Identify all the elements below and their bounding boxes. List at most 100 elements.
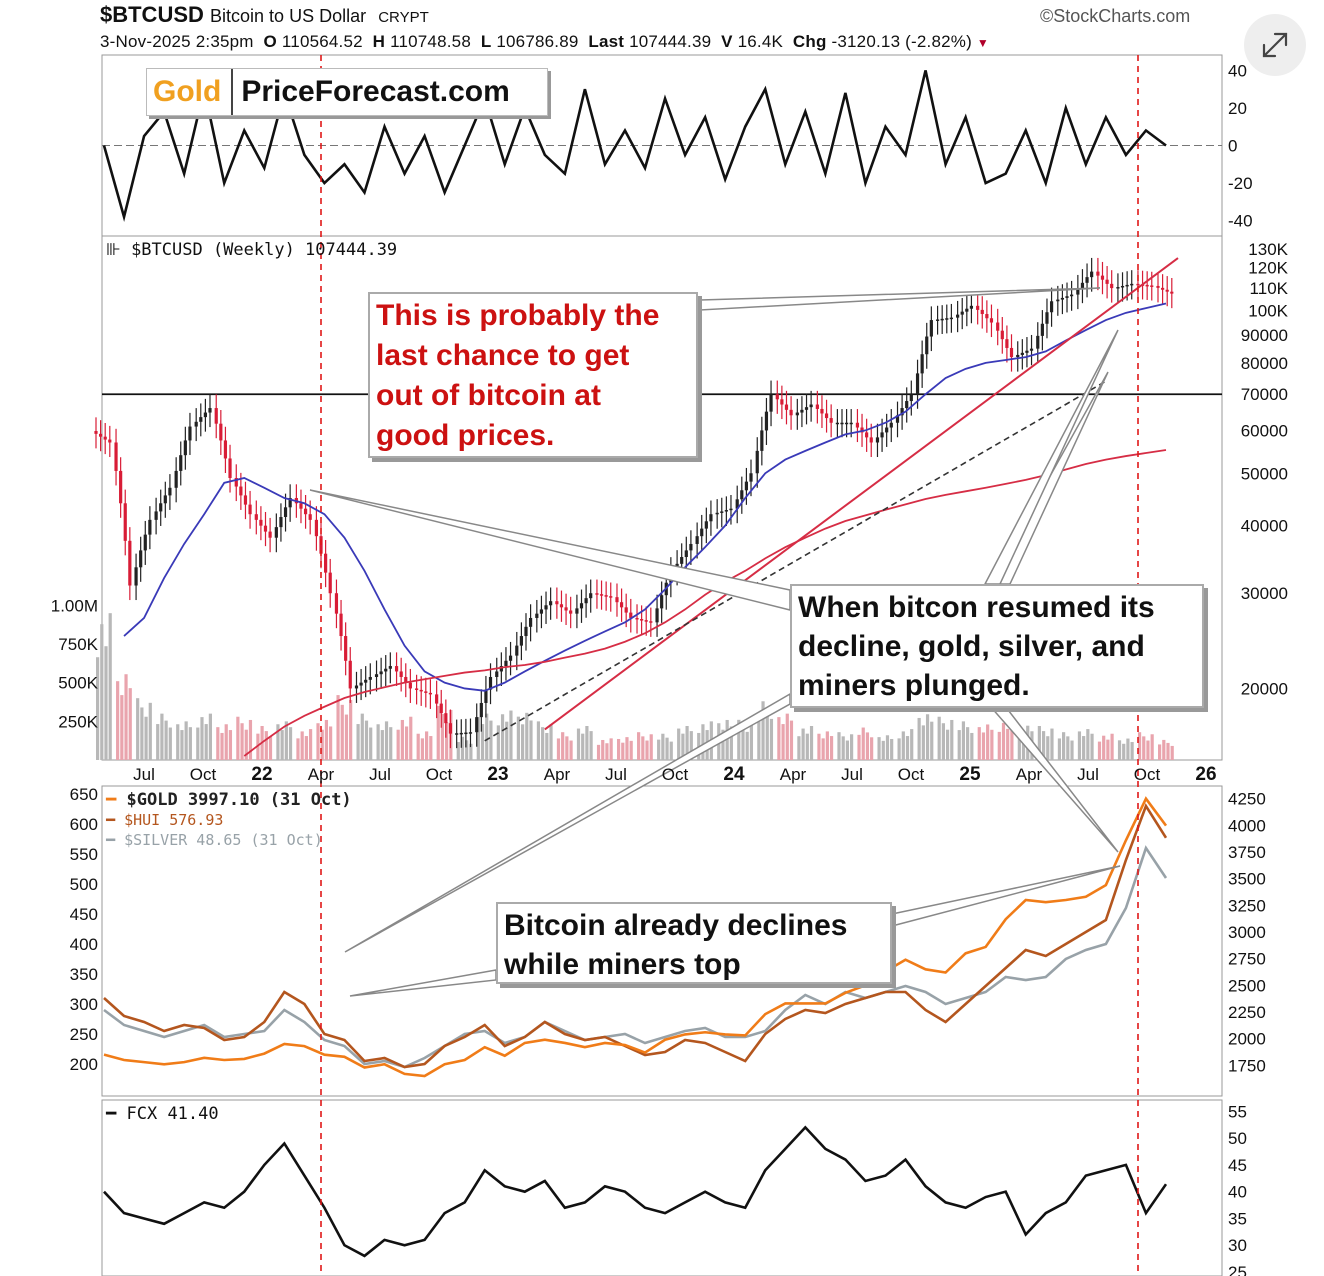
volume-bar bbox=[1062, 732, 1066, 760]
candle-body bbox=[715, 512, 719, 515]
volume-bar bbox=[429, 736, 433, 760]
volume-bar bbox=[268, 736, 273, 760]
pm-left-tick-label: 650 bbox=[70, 785, 98, 804]
volume-bar bbox=[581, 733, 585, 760]
candle-body bbox=[143, 534, 147, 551]
candle-body bbox=[740, 490, 744, 500]
volume-bar bbox=[921, 725, 925, 760]
volume-bars bbox=[96, 613, 1174, 760]
candle-body bbox=[789, 409, 793, 416]
volume-bar bbox=[881, 740, 885, 760]
candle-body bbox=[314, 519, 319, 537]
candle-body bbox=[344, 636, 348, 661]
volume-bar bbox=[837, 732, 841, 760]
volume-bar bbox=[104, 646, 108, 760]
candle-body bbox=[584, 598, 588, 604]
volume-bar bbox=[505, 721, 509, 760]
volume-bar bbox=[821, 738, 825, 760]
volume-bar bbox=[460, 736, 465, 760]
price-tick-label: 20000 bbox=[1241, 679, 1288, 698]
candle-body bbox=[259, 519, 263, 526]
fcx-legend-text: FCX 41.40 bbox=[126, 1104, 219, 1124]
volume-bar bbox=[917, 717, 921, 760]
candle-body bbox=[379, 671, 383, 675]
candle-body bbox=[303, 508, 308, 515]
volume-bar bbox=[476, 717, 480, 760]
red-trendline bbox=[544, 257, 1179, 731]
volume-bar bbox=[565, 736, 569, 760]
volume-bar bbox=[629, 740, 633, 760]
callout-bitcoin-resumed-decline: When bitcon resumed its decline, gold, s… bbox=[790, 584, 1204, 708]
x-axis-label: Jul bbox=[1077, 765, 1099, 784]
expand-button[interactable] bbox=[1244, 14, 1306, 76]
candle-body bbox=[824, 413, 829, 419]
volume-bar bbox=[1142, 736, 1146, 760]
candle-body bbox=[729, 508, 733, 511]
candle-body bbox=[279, 517, 283, 528]
candle-body bbox=[448, 723, 453, 734]
candle-body bbox=[649, 621, 653, 623]
x-axis-label: Jul bbox=[605, 765, 627, 784]
volume-bar bbox=[729, 726, 733, 760]
volume-bar bbox=[805, 733, 809, 760]
volume-bar bbox=[841, 736, 845, 760]
volume-bar bbox=[845, 740, 849, 760]
volume-bar bbox=[496, 725, 500, 760]
candle-body bbox=[268, 531, 272, 538]
price-tick-label: 90000 bbox=[1241, 326, 1288, 345]
volume-bar bbox=[549, 724, 553, 760]
candle-body bbox=[528, 617, 533, 627]
volume-bar bbox=[240, 723, 244, 760]
candle-body bbox=[804, 407, 809, 410]
price-tick-label: 60000 bbox=[1241, 421, 1288, 440]
pm-right-tick-label: 1750 bbox=[1228, 1056, 1266, 1075]
volume-bar bbox=[741, 725, 745, 760]
candle-body bbox=[1110, 283, 1114, 289]
candle-body bbox=[148, 519, 152, 535]
candle-body bbox=[960, 311, 964, 315]
volume-bar bbox=[809, 726, 814, 760]
volume-bar bbox=[216, 727, 220, 760]
candle-body bbox=[228, 458, 232, 479]
candle-body bbox=[800, 409, 804, 413]
volume-bar bbox=[124, 674, 128, 760]
volume-bar bbox=[1150, 734, 1154, 760]
volume-bar bbox=[576, 728, 581, 760]
pm-left-tick-label: 300 bbox=[70, 995, 98, 1014]
candle-body bbox=[368, 676, 372, 680]
volume-bar bbox=[520, 724, 525, 760]
volume-bar bbox=[1037, 726, 1041, 760]
volume-bar bbox=[937, 716, 941, 760]
moving-average-red bbox=[243, 449, 1167, 757]
candle-body bbox=[555, 601, 559, 605]
pm-right-tick-label: 3500 bbox=[1228, 870, 1266, 889]
volume-bar bbox=[308, 729, 313, 760]
volume-bar bbox=[469, 743, 473, 760]
candle-body bbox=[234, 478, 238, 487]
volume-bar bbox=[757, 714, 761, 760]
candle-body bbox=[219, 423, 223, 441]
candle-body bbox=[840, 422, 844, 425]
volume-bar bbox=[785, 713, 789, 760]
expand-diagonal-icon bbox=[1262, 32, 1288, 58]
candle-body bbox=[154, 511, 158, 520]
volume-bar bbox=[465, 740, 469, 760]
volume-bar bbox=[384, 721, 389, 760]
volume-label: V bbox=[721, 32, 733, 51]
volume-bar bbox=[990, 729, 994, 760]
candle-body bbox=[508, 655, 513, 661]
candle-body bbox=[735, 499, 739, 509]
volume-bar bbox=[977, 727, 981, 760]
pm-right-tick-label: 2000 bbox=[1228, 1030, 1266, 1049]
pm-left-tick-label: 200 bbox=[70, 1055, 98, 1074]
candle-body bbox=[424, 691, 428, 693]
volume-bar bbox=[825, 731, 829, 760]
pm-right-tick-label: 3000 bbox=[1228, 923, 1266, 942]
fcx-legend: ━ FCX 41.40 bbox=[106, 1104, 219, 1124]
volume-bar bbox=[404, 726, 409, 760]
candle-body bbox=[935, 319, 940, 321]
change-label: Chg bbox=[792, 32, 827, 51]
candle-body bbox=[644, 620, 648, 622]
candle-body bbox=[419, 689, 423, 692]
